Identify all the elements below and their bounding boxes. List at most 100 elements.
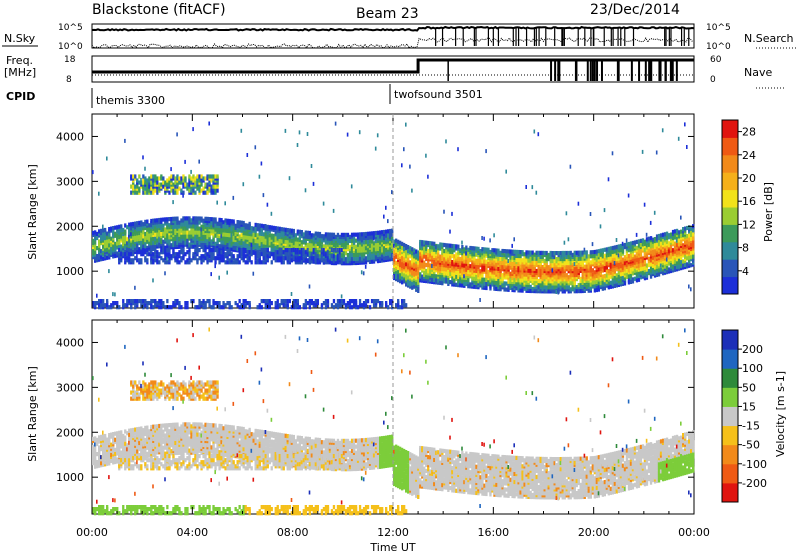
heatmap-cell <box>114 253 117 259</box>
heatmap-cell <box>457 147 459 152</box>
heatmap-cell <box>513 237 515 242</box>
heatmap-cell <box>222 224 225 229</box>
nsearch-tick-bottom: 10^0 <box>706 42 731 52</box>
heatmap-cell <box>296 237 300 242</box>
heatmap-cell <box>102 224 104 229</box>
heatmap-cell <box>264 299 267 304</box>
heatmap-cell <box>218 244 221 249</box>
heatmap-cell <box>256 250 259 255</box>
heatmap-cell <box>214 180 217 185</box>
heatmap-cell <box>485 285 488 291</box>
heatmap-cell <box>302 303 306 308</box>
heatmap-cell <box>629 245 633 250</box>
heatmap-cell <box>457 256 460 261</box>
heatmap-cell <box>453 278 456 283</box>
heatmap-cell <box>182 238 185 243</box>
heatmap-cell <box>250 250 253 255</box>
heatmap-cell <box>214 241 217 246</box>
heatmap-cell <box>615 238 618 242</box>
heatmap-cell <box>348 305 352 310</box>
heatmap-cell <box>160 239 163 245</box>
heatmap-cell <box>368 239 372 244</box>
heatmap-cell <box>403 242 406 248</box>
heatmap-cell <box>328 236 332 241</box>
heatmap-cell <box>619 252 623 257</box>
heatmap-cell <box>150 180 153 185</box>
beam-title: Beam 23 <box>356 6 419 22</box>
heatmap-cell <box>198 218 201 223</box>
heatmap-cell <box>138 239 141 244</box>
heatmap-cell <box>306 132 309 136</box>
heatmap-cell <box>332 208 335 213</box>
heatmap-cell <box>545 250 548 256</box>
heatmap-cell <box>136 299 139 304</box>
heatmap-cell <box>617 253 620 258</box>
heatmap-cell <box>372 303 376 308</box>
heatmap-cell <box>218 217 221 222</box>
heatmap-cell <box>102 303 105 308</box>
heatmap-cell <box>248 250 251 255</box>
heatmap-cell <box>419 256 422 261</box>
heatmap-cell <box>585 254 588 259</box>
heatmap-cell <box>148 176 151 181</box>
heatmap-cell <box>312 233 316 238</box>
heatmap-cell <box>447 249 450 254</box>
heatmap-cell <box>409 164 411 169</box>
heatmap-cell <box>268 233 271 238</box>
heatmap-cell <box>186 230 189 235</box>
heatmap-cell <box>513 278 516 283</box>
heatmap-cell <box>541 265 544 270</box>
heatmap-cell <box>160 305 163 310</box>
heatmap-cell <box>260 161 263 166</box>
heatmap-cell <box>621 245 625 250</box>
heatmap-cell <box>324 232 328 237</box>
heatmap-cell <box>348 253 352 258</box>
heatmap-cell <box>368 251 372 256</box>
heatmap-cell <box>399 258 402 264</box>
heatmap-cell <box>178 176 181 181</box>
heatmap-cell <box>220 305 223 310</box>
heatmap-cell <box>138 220 141 225</box>
heatmap-cell <box>200 230 203 235</box>
heatmap-cell <box>445 267 448 272</box>
heatmap-cell <box>272 252 275 257</box>
heatmap-cell <box>288 176 291 181</box>
heatmap-cell <box>182 190 185 195</box>
heatmap-cell <box>166 217 169 222</box>
heatmap-cell <box>354 299 358 304</box>
heatmap-cell <box>212 180 215 185</box>
heatmap-cell <box>258 254 261 259</box>
heatmap-cell <box>300 256 304 261</box>
heatmap-cell <box>148 301 151 306</box>
heatmap-cell <box>340 248 344 253</box>
heatmap-cell <box>154 248 157 253</box>
heatmap-cell <box>362 240 366 245</box>
heatmap-cell <box>621 241 624 246</box>
heatmap-cell <box>168 190 171 195</box>
heatmap-cell <box>176 256 179 261</box>
heatmap-cell <box>238 234 241 239</box>
heatmap-cell <box>298 256 302 261</box>
heatmap-cell <box>182 178 185 183</box>
heatmap-cell <box>102 256 105 261</box>
heatmap-cell <box>128 252 131 257</box>
heatmap-cell <box>399 240 402 245</box>
heatmap-cell <box>114 301 117 306</box>
heatmap-cell <box>362 301 366 306</box>
heatmap-cell <box>593 280 597 285</box>
heatmap-cell <box>411 259 414 264</box>
heatmap-cell <box>425 240 428 245</box>
heatmap-cell <box>206 190 209 195</box>
heatmap-cell <box>212 252 215 257</box>
heatmap-cell <box>401 163 403 168</box>
heatmap-cell <box>601 268 605 273</box>
heatmap-cell <box>144 190 147 195</box>
heatmap-cell <box>449 280 452 285</box>
heatmap-cell <box>296 239 300 244</box>
heatmap-cell <box>423 270 426 275</box>
heatmap-cell <box>579 250 582 255</box>
heatmap-cell <box>254 232 257 238</box>
heatmap-cell <box>336 254 340 259</box>
heatmap-cell <box>188 248 191 253</box>
heatmap-cell <box>266 299 269 304</box>
